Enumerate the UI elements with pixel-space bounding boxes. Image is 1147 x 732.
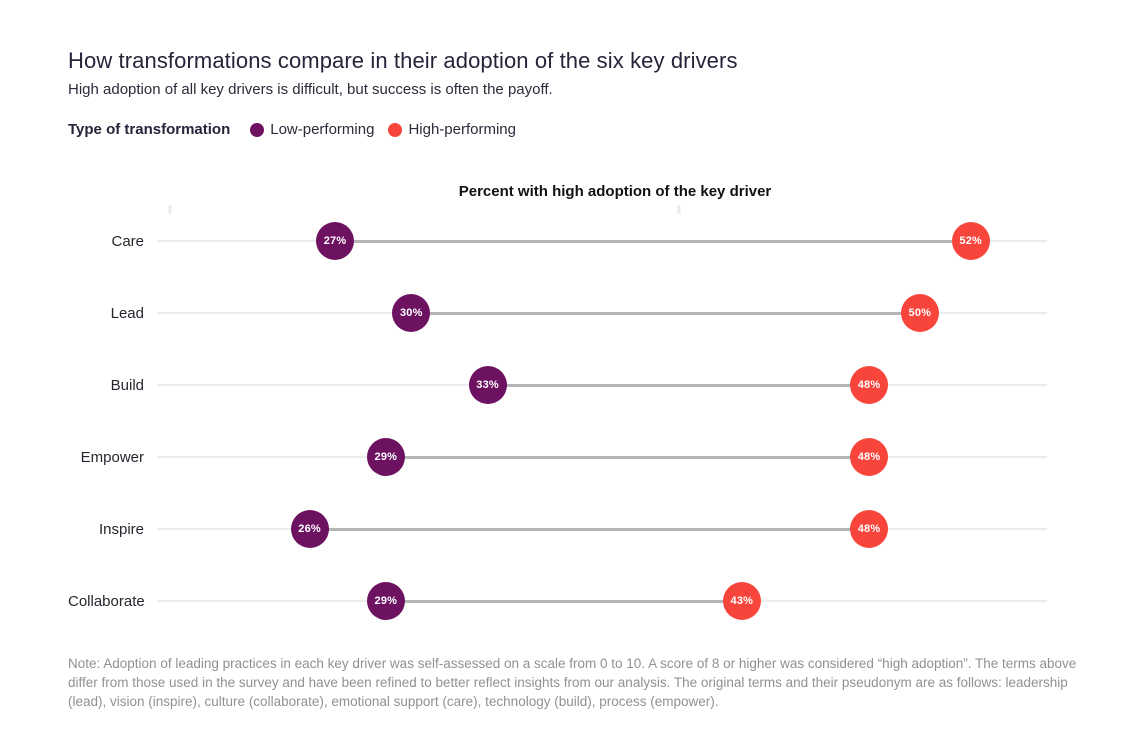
low-performing-dot: 26% bbox=[290, 510, 329, 548]
high-performing-dot: 48% bbox=[850, 510, 888, 548]
low-performing-dot-icon bbox=[250, 122, 265, 137]
high-performing-dot: 48% bbox=[850, 438, 888, 476]
high-performing-dot: 52% bbox=[951, 222, 990, 260]
chart-plot: Care 27% 52% Lead 30% 50% Build 33% 48% Empower 29… bbox=[68, 205, 1090, 637]
page-title: How transformations compare in their ado… bbox=[68, 48, 738, 73]
legend-title: Type of transformation bbox=[68, 121, 231, 138]
chart-row: Lead 30% 50% bbox=[68, 277, 1090, 349]
dumbbell-connector bbox=[335, 239, 971, 243]
dumbbell-connector bbox=[309, 527, 869, 531]
row-label: Collaborate bbox=[68, 592, 145, 610]
legend-item-label: Low-performing bbox=[270, 121, 375, 138]
high-performing-dot: 50% bbox=[900, 294, 939, 332]
legend-item-high-performing: High-performing bbox=[388, 121, 516, 138]
row-label: Build bbox=[110, 376, 144, 394]
dumbbell-connector bbox=[385, 599, 742, 603]
high-performing-dot-icon bbox=[388, 122, 403, 137]
low-performing-dot: 33% bbox=[468, 366, 507, 404]
axis-ticks bbox=[168, 205, 1060, 214]
row-label: Lead bbox=[110, 304, 144, 322]
row-track: 29% 43% bbox=[157, 565, 1047, 637]
chart-legend: Type of transformation Low-performing Hi… bbox=[68, 121, 1090, 138]
axis-tick bbox=[168, 205, 172, 214]
row-track: 33% 48% bbox=[157, 349, 1047, 421]
chart-row: Inspire 26% 48% bbox=[68, 493, 1090, 565]
dumbbell-chart: Percent with high adoption of the key dr… bbox=[68, 184, 1090, 637]
row-track: 26% 48% bbox=[157, 493, 1047, 565]
dumbbell-connector bbox=[487, 383, 869, 387]
dumbbell-connector bbox=[385, 455, 869, 459]
row-track: 27% 52% bbox=[157, 205, 1047, 277]
low-performing-dot: 27% bbox=[316, 222, 354, 260]
page-subtitle: High adoption of all key drivers is diff… bbox=[68, 81, 553, 98]
low-performing-dot: 29% bbox=[366, 438, 405, 476]
chart-row: Care 27% 52% bbox=[68, 205, 1090, 277]
chart-row: Empower 29% 48% bbox=[68, 421, 1090, 493]
dumbbell-connector bbox=[411, 311, 920, 315]
low-performing-dot: 29% bbox=[366, 582, 405, 620]
legend-item-low-performing: Low-performing bbox=[250, 121, 374, 138]
axis-tick bbox=[677, 205, 681, 214]
row-label: Inspire bbox=[98, 520, 144, 538]
chart-title: Percent with high adoption of the key dr… bbox=[458, 183, 772, 200]
row-label: Care bbox=[111, 232, 144, 250]
low-performing-dot: 30% bbox=[392, 294, 431, 332]
chart-row: Collaborate 29% 43% bbox=[68, 565, 1090, 637]
report-page: How transformations compare in their ado… bbox=[68, 48, 1090, 709]
footnote: Note: Adoption of leading practices in e… bbox=[68, 656, 1077, 709]
high-performing-dot: 43% bbox=[722, 582, 761, 620]
row-track: 29% 48% bbox=[157, 421, 1047, 493]
high-performing-dot: 48% bbox=[850, 366, 888, 404]
legend-item-label: High-performing bbox=[408, 121, 516, 138]
row-track: 30% 50% bbox=[157, 277, 1047, 349]
chart-row: Build 33% 48% bbox=[68, 349, 1090, 421]
row-label: Empower bbox=[80, 448, 144, 466]
